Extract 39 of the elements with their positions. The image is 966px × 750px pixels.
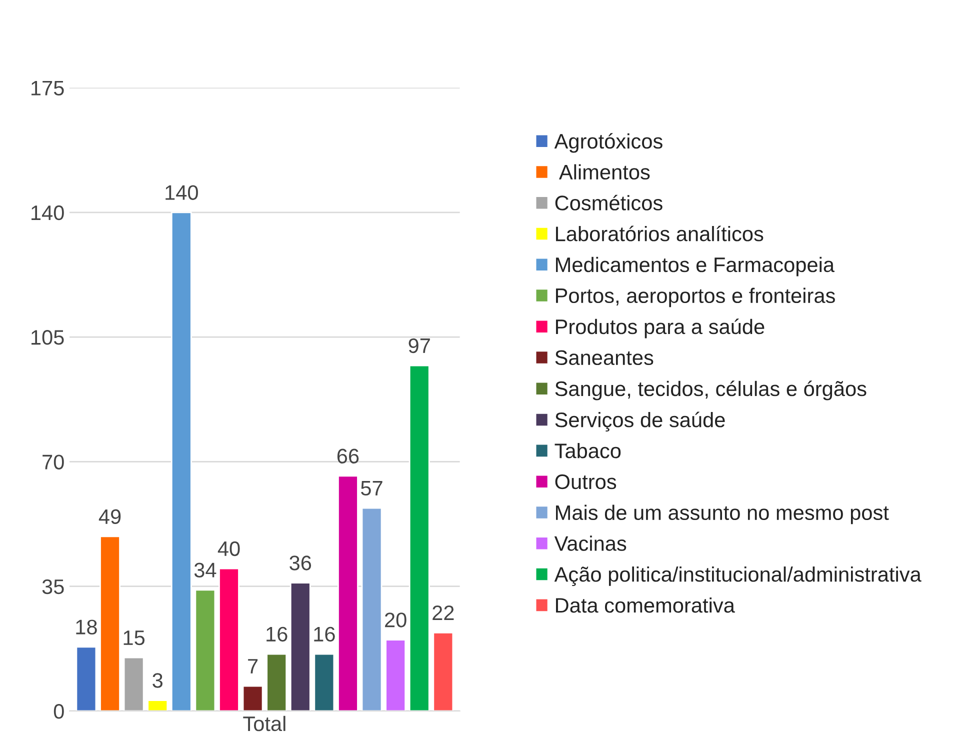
y-tick-label: 0	[54, 704, 64, 719]
legend-label: Medicamentos e Farmacopeia	[556, 256, 835, 276]
data-label: 18	[76, 620, 97, 634]
data-label: 16	[266, 626, 288, 642]
data-label: 40	[218, 541, 240, 556]
legend-label: Saneantes	[555, 350, 654, 366]
legend-label: Serviços de saúde	[555, 412, 725, 432]
data-label: 49	[98, 509, 121, 524]
y-tick-label: 35	[42, 579, 64, 594]
legend-label: Sangue, tecidos, células e órgãos	[555, 380, 866, 400]
data-label: 22	[432, 605, 454, 620]
data-label: 16	[314, 626, 335, 642]
legend-label: Produtos para a saúde	[556, 318, 764, 338]
legend-label: Vacinas	[554, 536, 626, 551]
data-label: 20	[385, 612, 406, 628]
data-label: 97	[408, 338, 430, 354]
data-label: 57	[361, 481, 382, 496]
y-tick-label: 140	[32, 205, 64, 220]
y-tick-label: 175	[32, 80, 64, 96]
legend-label: Mais de um assunto no mesmo post	[556, 504, 889, 524]
data-label: 140	[166, 185, 198, 200]
data-label: 15	[124, 630, 145, 646]
data-label: 3	[152, 673, 162, 688]
legend-label: Alimentos	[558, 164, 650, 180]
x-axis-title: Total	[243, 716, 286, 732]
legend-label: Portos, aeroportos e fronteiras	[556, 288, 835, 308]
legend-label: Outros	[555, 474, 616, 490]
legend-label: Tabaco	[554, 442, 621, 458]
y-tick-label: 70	[42, 454, 64, 470]
y-tick-label: 105	[32, 330, 64, 345]
data-label: 7	[248, 659, 258, 674]
data-label: 66	[337, 448, 359, 464]
data-label: 34	[194, 562, 216, 578]
legend-label: Ação politica/institucional/administrativa	[554, 566, 922, 586]
data-label: 36	[290, 556, 312, 570]
legend-label: Agrotóxicos	[554, 133, 662, 153]
legend-label: Data comemorativa	[556, 597, 735, 613]
legend-label: Laboratórios analíticos	[556, 226, 764, 242]
legend-label: Cosméticos	[555, 194, 662, 210]
